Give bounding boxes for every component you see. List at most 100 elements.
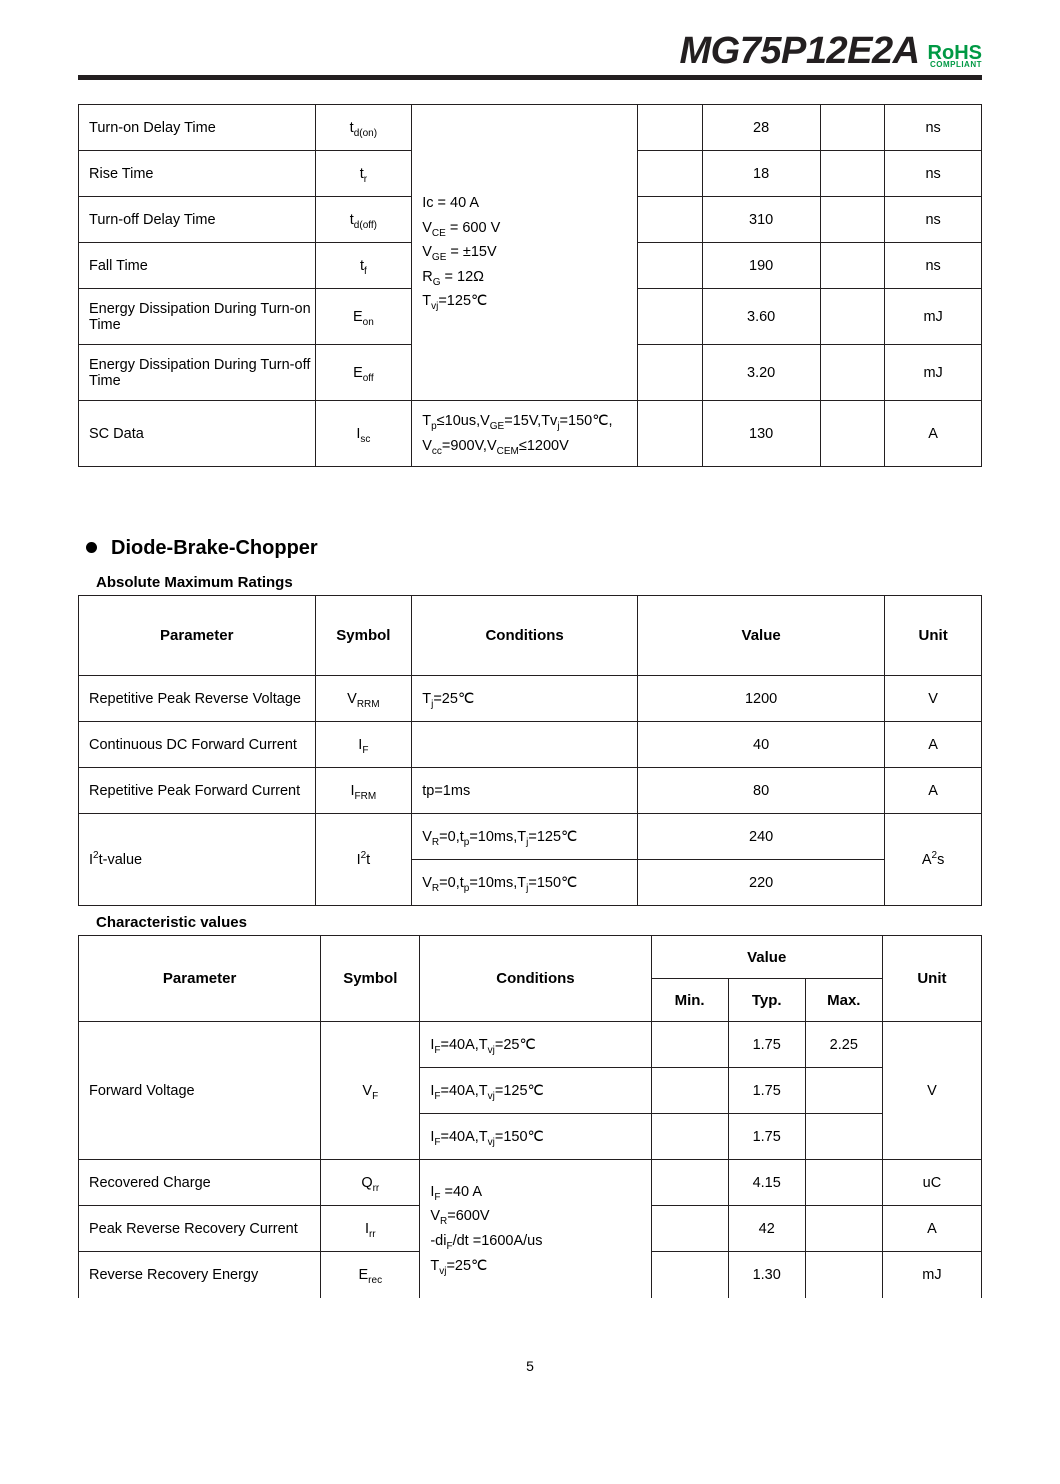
typ-cell: 42 [728, 1206, 805, 1252]
header-conditions: Conditions [412, 596, 638, 676]
symbol-cell: Erec [321, 1252, 420, 1298]
param-cell: Energy Dissipation During Turn-off Time [79, 345, 316, 401]
typ-cell: 130 [702, 401, 820, 467]
cond-cell [412, 722, 638, 768]
cond-cell: VR=0,tp=10ms,Tj=150℃ [412, 860, 638, 906]
min-cell [638, 345, 703, 401]
header-typ: Typ. [728, 979, 805, 1022]
page-header: MG75P12E2A RoHS COMPLIANT [78, 30, 982, 73]
min-cell [651, 1252, 728, 1298]
header-value: Value [638, 596, 885, 676]
min-cell [651, 1022, 728, 1068]
param-cell: I2t-value [79, 814, 316, 906]
symbol-cell: Eoff [315, 345, 412, 401]
param-cell: Repetitive Peak Forward Current [79, 768, 316, 814]
subsection-title: Absolute Maximum Ratings [96, 574, 982, 591]
page-number: 5 [78, 1358, 982, 1374]
max-cell: 2.25 [805, 1022, 882, 1068]
unit-cell: ns [885, 151, 982, 197]
max-cell [820, 401, 885, 467]
value-cell: 240 [638, 814, 885, 860]
symbol-cell: VRRM [315, 676, 412, 722]
param-cell: Turn-on Delay Time [79, 105, 316, 151]
header-rule [78, 75, 982, 80]
header-value: Value [651, 936, 882, 979]
param-cell: Continuous DC Forward Current [79, 722, 316, 768]
param-cell: Forward Voltage [79, 1022, 321, 1160]
header-max: Max. [805, 979, 882, 1022]
conditions-block: Ic = 40 AVCE = 600 VVGE = ±15VRG = 12ΩTv… [412, 105, 638, 401]
max-cell [820, 243, 885, 289]
min-cell [638, 401, 703, 467]
unit-cell: A [885, 401, 982, 467]
header-unit: Unit [885, 596, 982, 676]
unit-cell: A2s [885, 814, 982, 906]
section-title-text: Diode-Brake-Chopper [111, 537, 318, 559]
max-cell [805, 1206, 882, 1252]
typ-cell: 310 [702, 197, 820, 243]
cond-cell: tp=1ms [412, 768, 638, 814]
cond-cell: VR=0,tp=10ms,Tj=125℃ [412, 814, 638, 860]
min-cell [638, 151, 703, 197]
typ-cell: 28 [702, 105, 820, 151]
min-cell [638, 243, 703, 289]
rohs-badge: RoHS COMPLIANT [928, 45, 982, 69]
param-cell: Reverse Recovery Energy [79, 1252, 321, 1298]
unit-cell: A [885, 722, 982, 768]
typ-cell: 4.15 [728, 1160, 805, 1206]
value-cell: 220 [638, 860, 885, 906]
symbol-cell: IF [315, 722, 412, 768]
unit-cell: uC [882, 1160, 981, 1206]
param-cell: Rise Time [79, 151, 316, 197]
typ-cell: 1.75 [728, 1068, 805, 1114]
max-cell [805, 1252, 882, 1298]
symbol-cell: Irr [321, 1206, 420, 1252]
symbol-cell: VF [321, 1022, 420, 1160]
unit-cell: ns [885, 197, 982, 243]
min-cell [651, 1160, 728, 1206]
symbol-cell: tf [315, 243, 412, 289]
header-parameter: Parameter [79, 936, 321, 1022]
cond-cell: IF=40A,Tvj=125℃ [420, 1068, 651, 1114]
sc-conditions: Tp≤10us,VGE=15V,Tvj=150℃,Vcc=900V,VCEM≤1… [412, 401, 638, 467]
max-cell [820, 151, 885, 197]
symbol-cell: Eon [315, 289, 412, 345]
min-cell [651, 1068, 728, 1114]
header-min: Min. [651, 979, 728, 1022]
value-cell: 40 [638, 722, 885, 768]
typ-cell: 18 [702, 151, 820, 197]
bullet-icon [86, 542, 97, 553]
param-cell: Repetitive Peak Reverse Voltage [79, 676, 316, 722]
header-parameter: Parameter [79, 596, 316, 676]
subsection-title: Characteristic values [96, 914, 982, 931]
max-cell [820, 345, 885, 401]
header-symbol: Symbol [315, 596, 412, 676]
unit-cell: V [882, 1022, 981, 1160]
section-title: Diode-Brake-Chopper [86, 537, 982, 560]
min-cell [638, 197, 703, 243]
min-cell [651, 1206, 728, 1252]
typ-cell: 190 [702, 243, 820, 289]
symbol-cell: tr [315, 151, 412, 197]
cond-cell: IF=40A,Tvj=25℃ [420, 1022, 651, 1068]
param-cell: Turn-off Delay Time [79, 197, 316, 243]
rohs-compliant-text: COMPLIANT [930, 62, 982, 69]
param-cell: Fall Time [79, 243, 316, 289]
min-cell [638, 289, 703, 345]
param-cell: SC Data [79, 401, 316, 467]
characteristic-values-table: Parameter Symbol Conditions Value Unit M… [78, 935, 982, 1298]
unit-cell: V [885, 676, 982, 722]
typ-cell: 3.60 [702, 289, 820, 345]
typ-cell: 1.75 [728, 1114, 805, 1160]
max-cell [820, 197, 885, 243]
symbol-cell: I2t [315, 814, 412, 906]
unit-cell: A [885, 768, 982, 814]
symbol-cell: td(on) [315, 105, 412, 151]
max-cell [805, 1160, 882, 1206]
absolute-max-ratings-table: Parameter Symbol Conditions Value Unit R… [78, 595, 982, 906]
min-cell [651, 1114, 728, 1160]
value-cell: 80 [638, 768, 885, 814]
value-cell: 1200 [638, 676, 885, 722]
cond-cell: IF=40A,Tvj=150℃ [420, 1114, 651, 1160]
typ-cell: 3.20 [702, 345, 820, 401]
